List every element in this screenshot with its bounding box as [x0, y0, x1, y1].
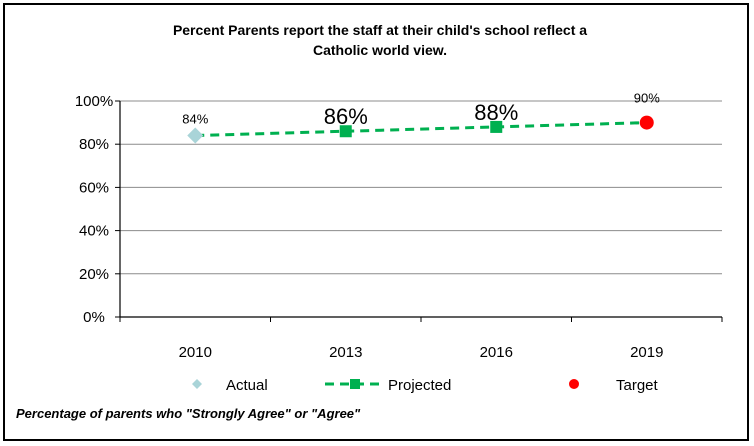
projected-point-2016 — [490, 120, 503, 133]
y-tick-label-4: 80% — [79, 136, 109, 153]
legend-projected-label: Projected — [388, 377, 451, 394]
legend-target-label: Target — [616, 377, 659, 394]
y-tick-label-5: 100% — [75, 93, 113, 110]
target-label-2019: 90% — [634, 91, 660, 106]
chart-title-line2: Catholic world view. — [313, 42, 447, 58]
footnote: Percentage of parents who "Strongly Agre… — [16, 406, 361, 421]
projected-label-2016: 88% — [474, 100, 518, 125]
plot-area: 0% 20% 40% 60% 80% 100% 2010 2013 2016 2019 86% 88%… — [75, 91, 723, 361]
y-tick-label-3: 60% — [79, 179, 109, 196]
projected-label-2013: 86% — [324, 104, 368, 129]
actual-point-2010 — [187, 127, 204, 144]
projected-point-2013 — [339, 125, 352, 138]
x-tick-label-2016: 2016 — [480, 344, 513, 361]
chart-title-line1: Percent Parents report the staff at thei… — [173, 22, 587, 38]
y-tick-label-2: 40% — [79, 223, 109, 240]
x-tick-label-2013: 2013 — [329, 344, 362, 361]
x-tick-label-2010: 2010 — [179, 344, 212, 361]
projected-line — [195, 121, 647, 138]
legend-actual-label: Actual — [226, 377, 268, 394]
y-tick-label-1: 20% — [79, 266, 109, 283]
target-point-2019 — [639, 115, 654, 130]
legend-projected-marker — [350, 379, 360, 389]
legend-actual-marker — [192, 379, 202, 389]
legend-target-marker — [569, 379, 579, 389]
x-tick-label-2019: 2019 — [630, 344, 663, 361]
actual-label-2010: 84% — [182, 112, 208, 127]
legend: Actual Projected Target — [192, 377, 659, 394]
chart-frame — [3, 3, 749, 441]
y-tick-label-0: 0% — [83, 309, 105, 326]
